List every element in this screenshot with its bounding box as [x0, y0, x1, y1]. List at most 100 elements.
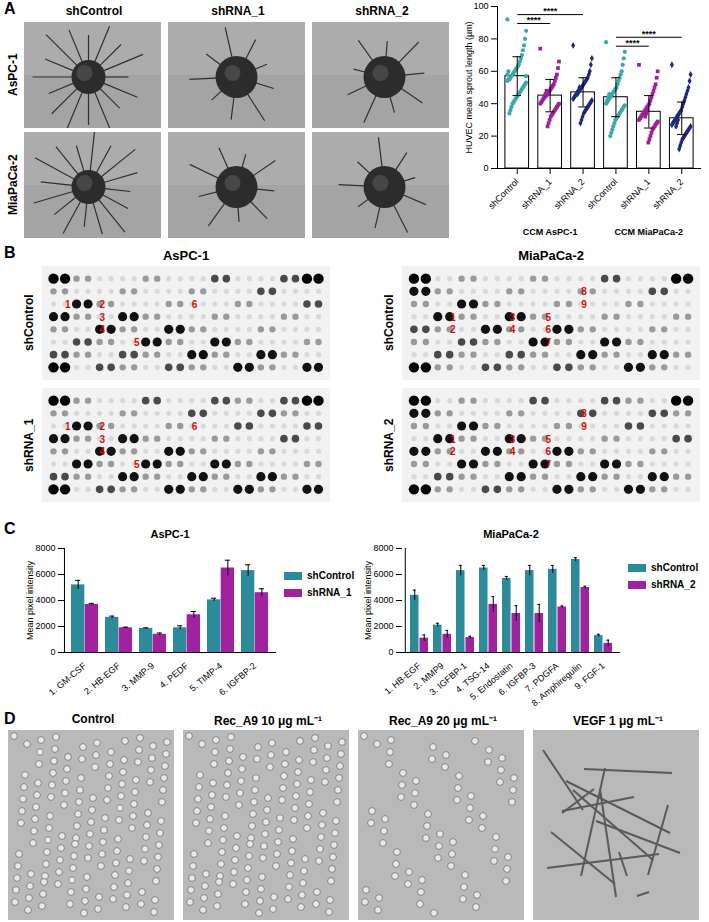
svg-text:HUVEC mean sprout length (µm): HUVEC mean sprout length (µm) [464, 21, 474, 153]
svg-text:4. PEDF: 4. PEDF [158, 660, 191, 690]
svg-text:Mean pixel intensity: Mean pixel intensity [363, 560, 373, 640]
svg-text:shRNA_1: shRNA_1 [519, 177, 553, 211]
svg-text:2: 2 [450, 446, 456, 457]
svg-text:6. IGFBP-3: 6. IGFBP-3 [496, 660, 538, 698]
svg-text:5: 5 [545, 434, 551, 445]
svg-text:2. HB-EGF: 2. HB-EGF [82, 660, 123, 696]
svg-text:CCM MiaPaCa-2: CCM MiaPaCa-2 [615, 227, 684, 237]
svg-text:shRNA_2: shRNA_2 [651, 177, 685, 211]
html-text:shControl: shControl [65, 4, 123, 18]
svg-text:9: 9 [581, 421, 587, 432]
svg-text:4000: 4000 [35, 595, 55, 605]
svg-text:4000: 4000 [373, 595, 393, 605]
svg-text:1: 1 [65, 299, 71, 310]
html-text:MiaPaCa-2: MiaPaCa-2 [483, 528, 539, 540]
html-text:A: A [4, 0, 16, 17]
svg-text:5: 5 [545, 312, 551, 323]
svg-text:shRNA_1: shRNA_1 [618, 177, 652, 211]
svg-text:2: 2 [100, 299, 106, 310]
svg-text:6: 6 [545, 446, 551, 457]
svg-text:6000: 6000 [35, 569, 55, 579]
svg-text:0: 0 [388, 647, 393, 657]
svg-text:****: **** [642, 29, 657, 39]
svg-text:Mean pixel intensity: Mean pixel intensity [25, 560, 35, 640]
html-text:shControl: shControl [22, 294, 36, 352]
svg-text:40: 40 [478, 99, 488, 109]
svg-text:8: 8 [581, 408, 587, 419]
svg-text:2. MMP9: 2. MMP9 [411, 660, 446, 692]
svg-text:5. Endostatin: 5. Endostatin [468, 660, 515, 703]
svg-text:3: 3 [100, 312, 106, 323]
html-text:Rec_A9 10 μg mL⁻¹: Rec_A9 10 μg mL⁻¹ [214, 714, 322, 728]
html-text:AsPC-1: AsPC-1 [6, 53, 20, 97]
html-text:shRNA_2: shRNA_2 [382, 418, 396, 472]
svg-text:3: 3 [510, 434, 516, 445]
svg-text:0: 0 [483, 163, 488, 173]
svg-text:6: 6 [545, 324, 551, 335]
svg-text:9. FGF-1: 9. FGF-1 [573, 661, 607, 692]
svg-text:0: 0 [50, 647, 55, 657]
svg-text:1. HB-EGF: 1. HB-EGF [382, 660, 423, 697]
svg-text:8000: 8000 [373, 543, 393, 553]
svg-text:1. GM-CSF: 1. GM-CSF [47, 660, 89, 697]
svg-text:6. IGFBP-2: 6. IGFBP-2 [217, 661, 258, 698]
html-text:C: C [4, 520, 16, 537]
html-text:AsPC-1: AsPC-1 [162, 248, 210, 263]
svg-text:4: 4 [100, 324, 106, 335]
svg-text:4. TSG-14: 4. TSG-14 [453, 660, 492, 695]
svg-text:1: 1 [450, 312, 456, 323]
svg-text:60: 60 [478, 66, 488, 76]
svg-text:****: **** [543, 6, 558, 16]
html-text:MiaPaCa-2: MiaPaCa-2 [518, 248, 584, 263]
html-text:shRNA_1: shRNA_1 [307, 587, 352, 598]
svg-text:6000: 6000 [373, 569, 393, 579]
svg-text:shControl: shControl [486, 177, 520, 211]
html-text:shRNA_2: shRNA_2 [355, 4, 409, 18]
svg-text:9: 9 [581, 299, 587, 310]
svg-text:8. Amphiregulin: 8. Amphiregulin [529, 660, 584, 709]
svg-text:4: 4 [510, 446, 516, 457]
html-text:B: B [4, 244, 16, 261]
html-text:D: D [4, 710, 16, 727]
svg-text:2: 2 [450, 324, 456, 335]
svg-text:shRNA_2: shRNA_2 [552, 177, 586, 211]
html-text:shControl: shControl [651, 562, 699, 573]
svg-text:6: 6 [192, 421, 198, 432]
html-text:VEGF 1 μg mL⁻¹: VEGF 1 μg mL⁻¹ [573, 714, 663, 728]
svg-text:5: 5 [134, 459, 140, 470]
html-text:Rec_A9 20 μg mL⁻¹: Rec_A9 20 μg mL⁻¹ [389, 714, 497, 728]
svg-text:100: 100 [473, 1, 488, 11]
html-text:Control: Control [71, 712, 115, 726]
svg-text:5: 5 [134, 337, 140, 348]
svg-text:7: 7 [545, 337, 551, 348]
svg-text:7: 7 [545, 459, 551, 470]
svg-text:1: 1 [450, 434, 456, 445]
svg-text:4: 4 [510, 324, 516, 335]
svg-text:6: 6 [192, 299, 198, 310]
svg-text:2000: 2000 [373, 621, 393, 631]
svg-text:3. IGFBP-1: 3. IGFBP-1 [427, 660, 469, 698]
html-text:shControl: shControl [307, 570, 355, 581]
svg-text:2000: 2000 [35, 621, 55, 631]
html-text:shRNA_1: shRNA_1 [22, 418, 36, 472]
svg-text:****: **** [527, 15, 542, 25]
html-text:AsPC-1: AsPC-1 [150, 528, 190, 540]
svg-text:20: 20 [478, 131, 488, 141]
svg-text:4: 4 [100, 446, 106, 457]
svg-text:8: 8 [581, 286, 587, 297]
svg-text:CCM AsPC-1: CCM AsPC-1 [523, 227, 578, 237]
html-text:shRNA_1: shRNA_1 [211, 4, 265, 18]
svg-text:1: 1 [65, 421, 71, 432]
svg-text:****: **** [625, 38, 640, 48]
svg-text:2: 2 [100, 421, 106, 432]
html-text:MiaPaCa-2: MiaPaCa-2 [6, 154, 20, 216]
svg-text:3. MMP-9: 3. MMP-9 [120, 661, 156, 694]
svg-text:3: 3 [510, 312, 516, 323]
svg-text:shControl: shControl [585, 177, 619, 211]
svg-text:80: 80 [478, 34, 488, 44]
html-text:shControl: shControl [382, 294, 396, 352]
svg-text:3: 3 [100, 434, 106, 445]
svg-text:5. TIMP-4: 5. TIMP-4 [187, 660, 225, 694]
svg-text:7. PDGFA: 7. PDGFA [523, 660, 561, 695]
svg-text:8000: 8000 [35, 543, 55, 553]
